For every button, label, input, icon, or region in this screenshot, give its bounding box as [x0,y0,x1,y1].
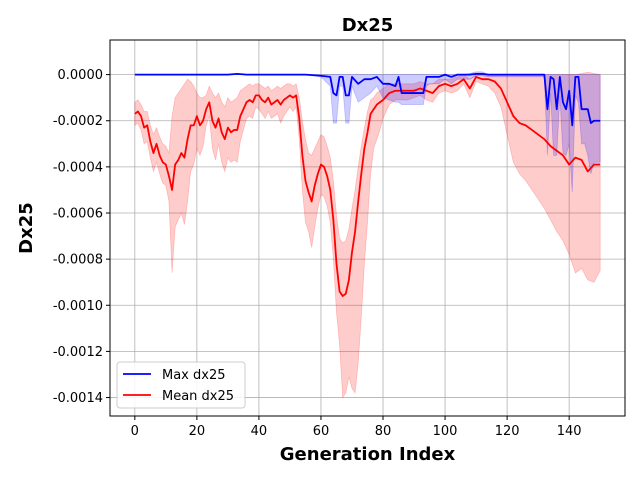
plot-frame [109,39,626,417]
x-tick-label: 0 [131,424,139,439]
y-axis-ticks: 0.0000 -0.0002 -0.0004 -0.0006 -0.0008 -0.001… [53,68,110,406]
series-lines [134,73,601,297]
x-tick-label: 20 [189,424,206,439]
y-tick-label: -0.0006 [53,207,103,222]
x-axis-ticks: 0 20 40 60 80 100 120 140 [131,416,582,439]
x-tick-label: 100 [433,424,458,439]
y-axis-title: Dx25 [16,202,37,254]
y-tick-label: -0.0010 [53,299,103,314]
y-tick-label: -0.0014 [53,391,103,406]
y-tick-label: -0.0002 [53,114,103,129]
x-axis-title: Generation Index [280,444,456,465]
legend-label-max-dx25: Max dx25 [162,368,226,383]
y-tick-label: -0.0008 [53,253,103,268]
chart-title: Dx25 [342,15,394,36]
y-tick-label: 0.0000 [58,68,104,83]
line-max-dx25 [134,73,601,127]
legend-label-mean-dx25: Mean dx25 [162,389,234,404]
x-tick-label: 60 [313,424,330,439]
y-tick-label: -0.0004 [53,160,103,175]
x-tick-label: 40 [251,424,268,439]
line-mean-dx25 [134,76,601,297]
x-tick-label: 120 [495,424,520,439]
x-tick-label: 80 [375,424,392,439]
legend: Max dx25 Mean dx25 [116,361,246,409]
band-mean-dx25 [134,71,601,399]
y-tick-label: -0.0012 [53,345,103,360]
x-tick-label: 140 [557,424,582,439]
